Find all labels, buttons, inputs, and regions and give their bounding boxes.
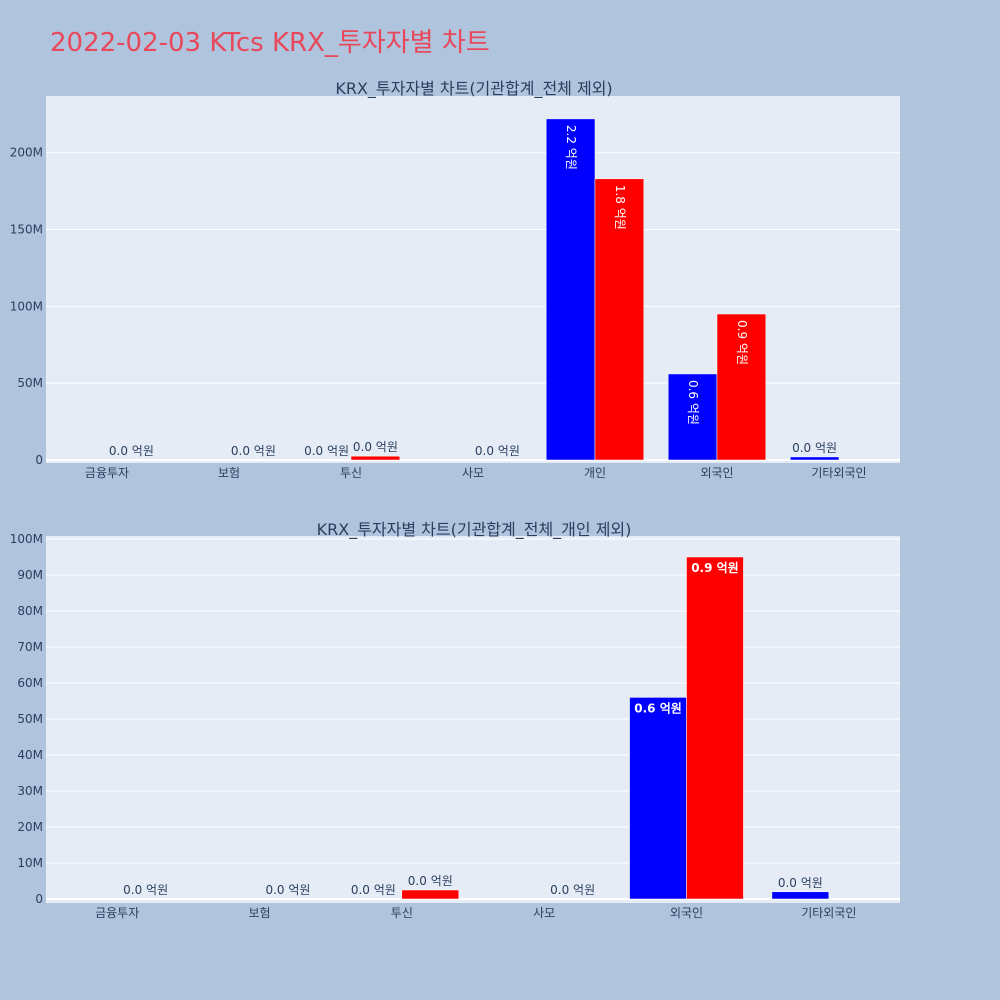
y-tick-label: 150M: [10, 223, 43, 237]
bar-value-label: 0.9 억원: [735, 320, 749, 365]
y-tick-label: 70M: [17, 640, 43, 654]
y-tick-label: 0: [35, 892, 43, 906]
x-tick-label: 금융투자: [85, 466, 129, 480]
y-tick-label: 20M: [17, 820, 43, 834]
y-tick-label: 100M: [10, 299, 43, 313]
y-tick-label: 80M: [17, 604, 43, 618]
chart-title: KRX_투자자별 차트(기관합계_전체_개인 제외): [317, 520, 632, 540]
bar-value-label: 0.6 억원: [634, 701, 682, 715]
x-tick-label: 개인: [584, 466, 606, 480]
x-tick-label: 보험: [218, 466, 240, 480]
y-tick-label: 60M: [17, 676, 43, 690]
x-tick-label: 외국인: [670, 906, 703, 920]
bar-sell: [401, 889, 460, 900]
bar-value-label: 0.9 억원: [691, 561, 739, 575]
bar-value-label: 0.6 억원: [686, 380, 700, 425]
bar-value-label: 0.0 억원: [109, 444, 154, 458]
bar-buy: [667, 373, 718, 461]
bar-value-label: 1.8 억원: [613, 185, 627, 230]
chart-group: 0 50M 100M 150M 200M KRX_투자자별 차트(기관합계_전체 제외) 금…: [10, 79, 900, 480]
bar-buy: [771, 891, 830, 900]
x-tick-label: 금융투자: [95, 906, 139, 920]
chart-group: 0 10M 20M 30M 40M 50M 60M 70M 80M 90M 100M KRX_투자자별…: [10, 520, 900, 920]
bar-buy: [629, 697, 687, 900]
bar-sell: [686, 556, 744, 900]
x-tick-label: 사모: [462, 466, 484, 480]
x-tick-label: 투신: [340, 466, 362, 480]
y-tick-label: 40M: [17, 748, 43, 762]
y-tick-label: 0: [35, 453, 43, 467]
x-tick-label: 기타외국인: [801, 906, 856, 920]
bar-value-label: 0.0 억원: [475, 444, 520, 458]
bar-value-label: 0.0 억원: [231, 444, 276, 458]
y-tick-label: 10M: [17, 856, 43, 870]
y-tick-label: 50M: [17, 376, 43, 390]
y-tick-label: 90M: [17, 568, 43, 582]
bar-value-label: 0.0 억원: [351, 883, 396, 897]
x-tick-label: 기타외국인: [811, 466, 866, 480]
page-title: 2022-02-03 KTcs KRX_투자자별 차트: [50, 28, 490, 58]
x-tick-label: 사모: [533, 906, 555, 920]
bar-value-label: 0.0 억원: [778, 876, 823, 890]
bar-sell: [716, 313, 767, 461]
y-tick-label: 200M: [10, 146, 43, 160]
y-tick-label: 30M: [17, 784, 43, 798]
x-tick-label: 보험: [248, 906, 270, 920]
x-tick-label: 투신: [391, 906, 413, 920]
bar-sell: [594, 178, 645, 461]
x-tick-label: 외국인: [700, 466, 733, 480]
bar-value-label: 0.0 억원: [792, 441, 837, 455]
y-tick-label: 100M: [10, 532, 43, 546]
bar-value-label: 0.0 억원: [304, 444, 349, 458]
chart-all-excl-institution: 0 50M 100M 150M 200M KRX_투자자별 차트(기관합계_전체 제외) 금…: [10, 79, 900, 480]
bar-value-label: 0.0 억원: [550, 883, 595, 897]
bar-value-label: 0.0 억원: [353, 440, 398, 454]
bar-value-label: 0.0 억원: [408, 874, 453, 888]
bar-buy: [789, 456, 840, 461]
bar-value-label: 0.0 억원: [123, 883, 168, 897]
bar-buy: [545, 118, 596, 461]
bar-value-label: 0.0 억원: [265, 883, 310, 897]
bar-value-label: 2.2 억원: [564, 125, 578, 170]
bar-sell: [350, 455, 401, 461]
y-tick-label: 50M: [17, 712, 43, 726]
chart-title: KRX_투자자별 차트(기관합계_전체 제외): [335, 79, 612, 99]
